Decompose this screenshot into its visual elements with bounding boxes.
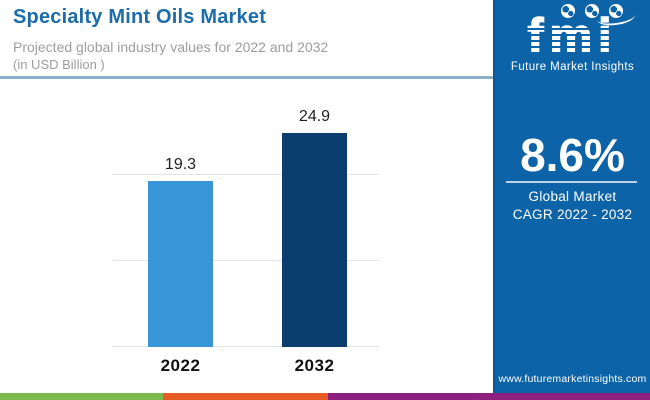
value-label-2032: 24.9 [298,108,331,125]
footer-stripe-orange [163,393,328,400]
subtitle-line2: (in USD Billion ) [13,57,105,72]
plot-area: 19.3 2022 24.9 2032 [113,87,379,375]
gridline [113,174,379,175]
axis-label-2032: 2032 [294,356,335,375]
cagr-label-line1: Global Market [528,189,617,204]
cagr-value: 8.6% [520,129,625,181]
globe-icon [585,4,599,18]
fmi-logo: fmi Future Market Insights [495,0,650,80]
website-link[interactable]: www.futuremarketinsights.com [498,373,647,385]
fmi-logo-text: fmi [527,10,618,63]
bar-2032: 24.9 [282,108,347,347]
gridline [113,260,379,261]
footer-stripe-green [0,393,163,400]
page-title: Specialty Mint Oils Market [13,6,267,28]
globe-icon [609,4,623,18]
axis-label-2022: 2022 [160,356,201,375]
fmi-logo-caption: Future Market Insights [510,61,635,73]
cagr-label-line2: CAGR 2022 - 2032 [512,207,633,222]
footer-stripe-purple [328,393,650,400]
gridline [113,346,379,347]
value-label-2022: 19.3 [164,156,197,173]
subtitle-line1: Projected global industry values for 202… [13,39,329,55]
bar-2022: 19.3 [148,156,213,347]
cagr-divider [506,181,637,183]
side-panel: fmi Future Market Insights 8.6% Global M… [493,0,650,393]
header-divider [0,76,493,79]
globe-icon [561,4,575,18]
